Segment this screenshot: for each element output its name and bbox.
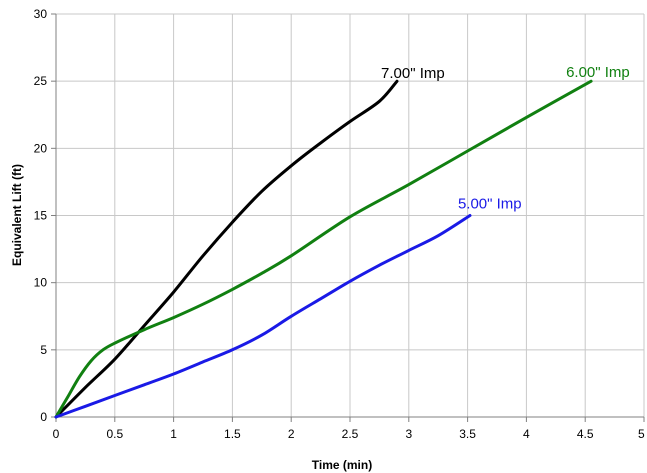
y-tick-label: 25 (34, 74, 48, 88)
x-tick-label: 4 (523, 427, 530, 441)
y-tick-label: 30 (34, 7, 48, 21)
series-label: 7.00" Imp (381, 65, 445, 82)
x-tick-label: 5 (638, 427, 645, 441)
series-line (54, 79, 593, 419)
x-axis-title: Time (min) (312, 458, 372, 472)
series-labels: 7.00" Imp 6.00" Imp 5.00" Imp (381, 64, 630, 212)
y-tick-labels: 0 5 10 15 20 25 30 (34, 7, 48, 424)
y-tick-label: 5 (40, 343, 47, 357)
y-axis-title: Equivalent Lift (ft) (10, 164, 24, 266)
series-line (54, 79, 399, 419)
axes (51, 13, 645, 422)
series-label: 6.00" Imp (566, 64, 630, 81)
y-tick-label: 0 (40, 410, 47, 424)
series-label: 5.00" Imp (458, 196, 522, 213)
x-tick-label: 3 (405, 427, 412, 441)
x-tick-label: 2 (288, 427, 295, 441)
grid-lines (56, 13, 645, 417)
x-tick-label: 3.5 (459, 427, 476, 441)
x-tick-label: 2.5 (342, 427, 359, 441)
series-line (54, 214, 472, 419)
x-tick-labels: 0 0.5 1 1.5 2 2.5 3 3.5 4 4.5 5 (53, 427, 645, 441)
x-tick-label: 0 (53, 427, 60, 441)
x-tick-label: 0.5 (106, 427, 123, 441)
x-tick-label: 1 (170, 427, 177, 441)
y-tick-label: 10 (34, 276, 48, 290)
y-tick-label: 15 (34, 209, 48, 223)
y-tick-label: 20 (34, 141, 48, 155)
series-lines (54, 79, 593, 419)
x-tick-label: 1.5 (224, 427, 241, 441)
x-tick-label: 4.5 (577, 427, 594, 441)
